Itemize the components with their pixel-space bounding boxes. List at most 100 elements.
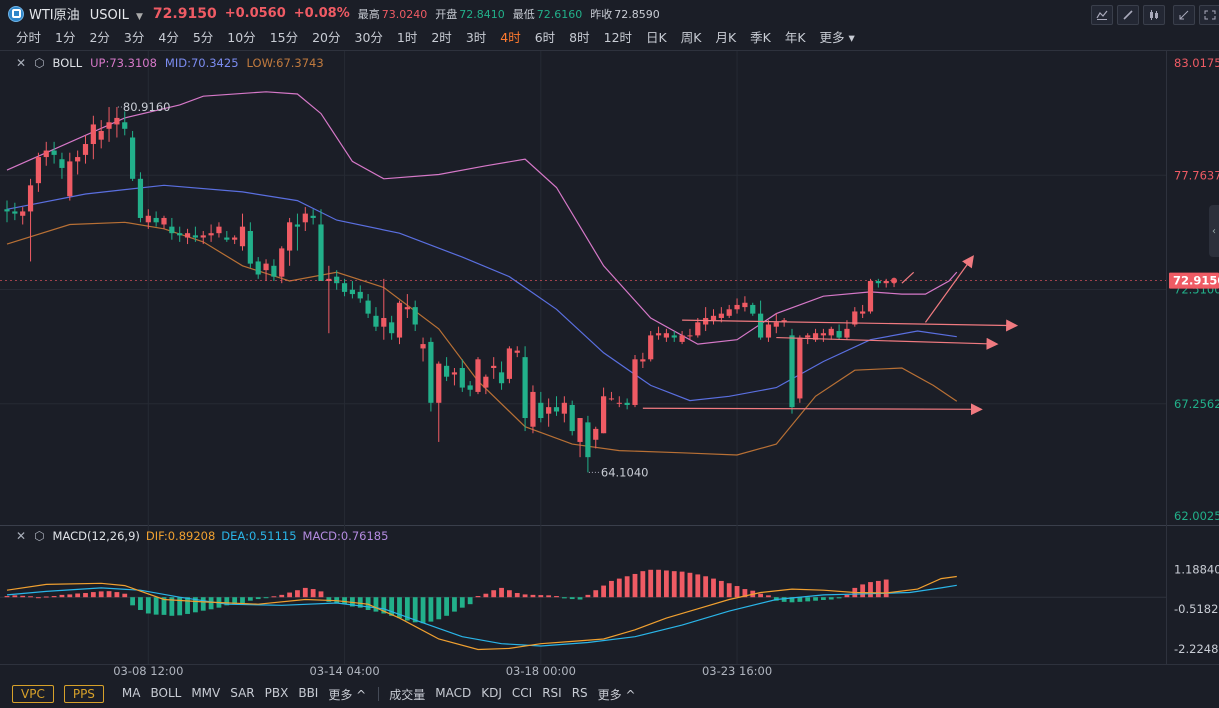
macd-axis-label: -2.22486	[1174, 642, 1219, 656]
indicator-main_indicators-1[interactable]: BOLL	[150, 685, 182, 700]
candle-body	[506, 348, 512, 379]
macd-histogram-bar	[522, 594, 528, 598]
macd-histogram-bar	[28, 596, 33, 598]
macd-histogram-bar	[593, 590, 599, 598]
timeframe-13[interactable]: 4时	[500, 30, 521, 45]
indicator-main_indicators-0[interactable]: MA	[121, 685, 141, 700]
current-price-label: 72.9150	[1173, 274, 1219, 288]
candle-body	[153, 217, 159, 223]
indicator-main_indicators-5[interactable]: BBI	[298, 685, 319, 700]
fullscreen-icon[interactable]	[1199, 5, 1219, 25]
candle	[287, 217, 293, 266]
timeframe-6[interactable]: 10分	[227, 30, 256, 45]
indicator-sub_indicators-1[interactable]: MACD	[435, 685, 472, 700]
close-icon[interactable]: ✕	[16, 56, 27, 70]
candle	[585, 415, 591, 473]
timeframe-1[interactable]: 1分	[55, 30, 76, 45]
candle	[695, 317, 701, 338]
candle-body	[349, 289, 355, 295]
price-axis-label: 83.0175	[1174, 56, 1219, 70]
indicator-main_indicators-4[interactable]: PBX	[264, 685, 289, 700]
indicator-sub_indicators-6[interactable]: 更多 ^	[597, 687, 636, 702]
timeframe-21[interactable]: 年K	[784, 30, 806, 45]
divider	[0, 50, 1219, 51]
indicator-main_indicators-6[interactable]: 更多 ^	[328, 687, 367, 702]
side-panel-toggle[interactable]: ‹	[1209, 205, 1219, 257]
candle-body	[561, 402, 567, 414]
macd-dif: DIF:0.89208	[145, 529, 216, 543]
indicator-icon[interactable]	[1091, 5, 1113, 25]
candle-body	[593, 428, 599, 440]
timeframe-12[interactable]: 3时	[465, 30, 487, 45]
timeframe-15[interactable]: 8时	[569, 30, 590, 45]
candle	[428, 337, 434, 412]
indicator-sub_indicators-5[interactable]: RS	[571, 685, 588, 700]
timeframe-22[interactable]: 更多 ▾	[819, 30, 855, 45]
candle	[506, 346, 512, 384]
vpc-button[interactable]: VPC	[12, 685, 54, 703]
indicator-sub_indicators-0[interactable]: 成交量	[389, 687, 426, 702]
timeframe-20[interactable]: 季K	[750, 30, 771, 45]
macd-histogram-bar	[224, 597, 230, 606]
candle	[373, 307, 379, 332]
macd-histogram-bar	[185, 597, 190, 614]
macd-histogram-bar	[200, 597, 206, 611]
macd-histogram-bar	[365, 597, 371, 610]
timeframe-3[interactable]: 3分	[123, 30, 145, 45]
indicator-sub_indicators-3[interactable]: CCI	[511, 685, 533, 700]
timeframe-11[interactable]: 2时	[431, 30, 452, 45]
indicator-main_indicators-3[interactable]: SAR	[230, 685, 255, 700]
candle-body	[514, 350, 520, 353]
macd-histogram-bar	[758, 593, 763, 598]
candle	[318, 209, 324, 282]
timeframe-16[interactable]: 12时	[603, 30, 633, 45]
candle	[326, 265, 332, 334]
high-price-label: 80.9160	[123, 100, 171, 114]
stat-label: 开盘	[435, 7, 458, 21]
macd-histogram-bar	[664, 570, 669, 598]
candle-type-icon[interactable]	[1143, 5, 1165, 25]
candle	[20, 207, 26, 225]
macd-histogram-bar	[687, 572, 693, 598]
candle-body	[365, 300, 371, 314]
timeframe-5[interactable]: 5分	[192, 30, 214, 45]
macd-histogram-bar	[4, 596, 10, 598]
candle-body	[412, 307, 418, 325]
candle	[655, 326, 662, 340]
macd-histogram-bar	[695, 574, 701, 598]
collapse-icon[interactable]	[1173, 5, 1195, 25]
candle	[561, 396, 567, 423]
timeframe-2[interactable]: 2分	[89, 30, 110, 45]
indicator-main_indicators-2[interactable]: MMV	[191, 685, 221, 700]
settings-icon[interactable]: ⬡	[34, 529, 45, 543]
indicator-sub_indicators-4[interactable]: RSI	[542, 685, 562, 700]
stat-2: 最低 72.6160	[513, 6, 583, 22]
price-chart[interactable]: 83.017577.763772.510067.256262.00251.188…	[0, 0, 1219, 682]
timeframe-4[interactable]: 4分	[158, 30, 179, 45]
timeframe-18[interactable]: 周K	[680, 30, 702, 45]
timeframe-7[interactable]: 15分	[269, 30, 299, 45]
macd-histogram-bar	[404, 597, 410, 621]
candle	[498, 361, 505, 390]
timeframe-19[interactable]: 月K	[715, 30, 737, 45]
candle	[404, 294, 410, 318]
symbol-selector[interactable]: WTI原油 USOIL ▼	[29, 4, 143, 23]
candle-body	[389, 322, 395, 334]
timeframe-14[interactable]: 6时	[534, 30, 556, 45]
stat-3: 昨收 72.8590	[590, 6, 660, 22]
close-icon[interactable]: ✕	[16, 529, 27, 543]
timeframe-9[interactable]: 30分	[354, 30, 383, 45]
settings-icon[interactable]: ⬡	[34, 56, 45, 70]
timeframe-8[interactable]: 20分	[312, 30, 341, 45]
draw-icon[interactable]	[1117, 5, 1139, 25]
timeframe-17[interactable]: 日K	[646, 30, 667, 45]
indicator-sub_indicators-2[interactable]: KDJ	[481, 685, 502, 700]
candle-body	[436, 363, 442, 403]
candle-body	[90, 124, 96, 145]
candle	[169, 217, 175, 240]
candle	[43, 141, 49, 166]
timeframe-0[interactable]: 分时	[16, 30, 42, 45]
candle-body	[200, 235, 206, 238]
timeframe-10[interactable]: 1时	[396, 30, 418, 45]
pps-button[interactable]: PPS	[63, 685, 104, 703]
